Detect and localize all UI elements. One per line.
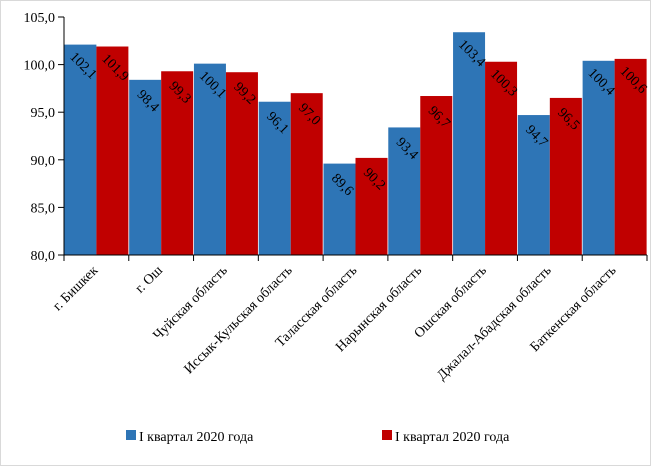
bar (582, 60, 615, 256)
bar (225, 72, 258, 255)
bar (290, 93, 323, 255)
y-tick-label: 95,0 (31, 106, 56, 121)
bar (549, 97, 582, 255)
bar (453, 32, 486, 256)
bar (96, 46, 129, 256)
category-label: Иссык-Кульская область (182, 263, 296, 377)
bar (323, 163, 356, 255)
category-label: Джалал-Абадская область (434, 263, 554, 383)
legend-swatch (126, 430, 136, 440)
bar (420, 96, 453, 256)
y-tick-label: 85,0 (31, 201, 56, 216)
bar (388, 127, 421, 255)
bar (161, 71, 194, 255)
bar (258, 101, 291, 255)
legend-label: I квартал 2020 года (139, 430, 254, 445)
bar (129, 79, 162, 255)
category-label: г. Ош (133, 263, 166, 296)
bar (614, 58, 647, 255)
bar (485, 61, 518, 255)
bar (64, 44, 97, 255)
y-tick-label: 105,0 (24, 11, 56, 26)
legend-swatch (382, 430, 392, 440)
category-label: г. Бишкек (50, 263, 101, 314)
bar (517, 115, 550, 255)
legend-label: I квартал 2020 года (395, 430, 510, 445)
bar (193, 63, 226, 256)
y-tick-label: 80,0 (31, 249, 56, 264)
y-tick-label: 90,0 (31, 154, 56, 169)
y-tick-label: 100,0 (24, 59, 56, 74)
bar (355, 157, 388, 255)
